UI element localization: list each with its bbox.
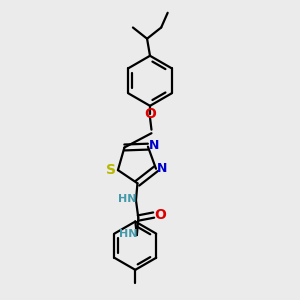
Text: O: O — [144, 107, 156, 121]
Text: S: S — [106, 163, 116, 177]
Text: HN: HN — [119, 229, 138, 239]
Text: N: N — [148, 139, 159, 152]
Text: HN: HN — [118, 194, 137, 205]
Text: O: O — [154, 208, 166, 222]
Text: N: N — [157, 162, 167, 175]
